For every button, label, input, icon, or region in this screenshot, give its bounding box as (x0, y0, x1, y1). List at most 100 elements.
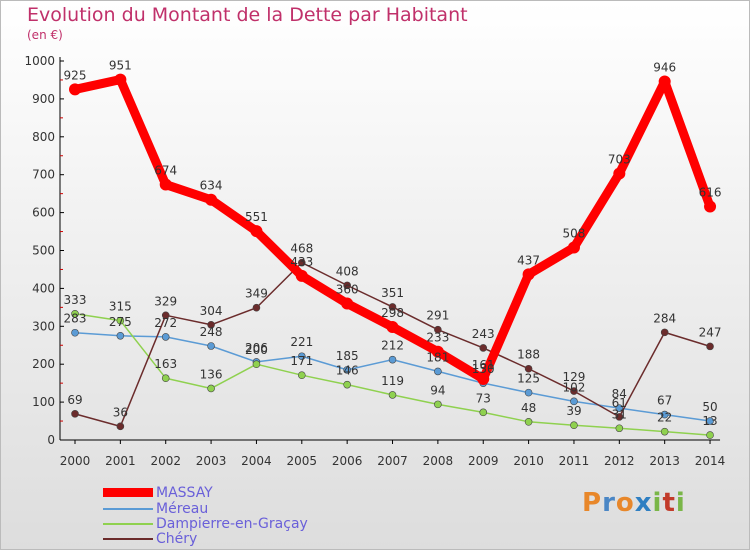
data-labels: 69 36 329 304 349 468 408 351 291 243 188 129 61 284 2… (64, 59, 722, 429)
y-tick-label: 500 (32, 244, 55, 258)
legend-item: MASSAY (103, 485, 213, 501)
data-point (434, 367, 442, 376)
data-point (116, 316, 125, 325)
data-point (116, 331, 125, 340)
data-label: 674 (154, 164, 177, 178)
data-label: 102 (563, 380, 586, 394)
data-point (343, 366, 351, 374)
y-tick-label: 1000 (24, 54, 55, 68)
y-tick-label: 200 (32, 357, 55, 371)
x-tick-label: 2003 (196, 454, 227, 468)
proxiti-logo: Proxiti (582, 488, 686, 518)
legend-swatch (103, 507, 153, 510)
x-tick-label: 2011 (559, 454, 590, 468)
data-point (207, 320, 215, 329)
data-label: 221 (290, 335, 313, 349)
x-tick-label: 2007 (377, 454, 408, 468)
data-point (658, 75, 671, 88)
data-label: 703 (608, 153, 631, 167)
data-label: 67 (657, 394, 672, 408)
data-label: 171 (290, 354, 313, 368)
data-label: 125 (517, 372, 540, 386)
data-label: 146 (336, 364, 359, 378)
data-point (615, 413, 624, 421)
data-label: 946 (653, 60, 676, 74)
data-label: 349 (245, 287, 268, 301)
data-label: 13 (702, 414, 717, 428)
series-points (69, 73, 717, 439)
logo-letter: x (634, 488, 653, 518)
logo-letter: r (602, 488, 616, 518)
data-label: 185 (336, 349, 359, 363)
data-label: 94 (430, 383, 445, 397)
x-tick-label: 2004 (241, 454, 272, 468)
x-tick-label: 2002 (150, 454, 181, 468)
legend-item: Dampierre-en-Graçay (103, 515, 308, 532)
data-point (567, 241, 580, 254)
data-label: 150 (472, 362, 495, 376)
data-point (252, 303, 261, 312)
data-point (706, 417, 714, 425)
data-point (570, 421, 578, 430)
data-point (71, 410, 79, 418)
legend-item: Méreau (103, 501, 208, 517)
data-point (660, 410, 669, 419)
data-point (297, 371, 306, 379)
logo-letter: i (675, 488, 686, 518)
data-label: 408 (336, 264, 359, 278)
legend-label: Dampierre-en-Graçay (156, 515, 308, 532)
data-point (570, 387, 578, 395)
data-point (69, 83, 81, 96)
data-label: 333 (64, 293, 87, 307)
data-point (704, 200, 717, 213)
x-tick-label: 2013 (649, 454, 680, 468)
data-point (615, 404, 624, 412)
data-point (431, 345, 444, 358)
data-label: 329 (154, 294, 177, 308)
x-tick-label: 2009 (468, 454, 499, 468)
data-label: 212 (381, 339, 404, 353)
y-tick-label: 100 (32, 395, 55, 409)
data-point (570, 397, 578, 406)
data-point (660, 328, 669, 337)
data-label: 200 (245, 343, 268, 357)
data-label: 163 (154, 357, 177, 371)
x-tick-label: 2000 (60, 454, 91, 468)
chart-subtitle: (en €) (27, 28, 63, 42)
legend-label: Chéry (156, 530, 198, 547)
data-label: 243 (472, 327, 495, 341)
data-label: 248 (200, 325, 223, 339)
data-label: 468 (290, 242, 313, 256)
data-point (297, 352, 306, 361)
data-point (159, 178, 172, 191)
data-label: 22 (657, 411, 672, 425)
data-point (161, 374, 170, 383)
data-point (479, 408, 488, 417)
logo-letter: o (615, 488, 635, 518)
x-tick-label: 2001 (105, 454, 136, 468)
data-label: 508 (563, 226, 586, 240)
x-tick-label: 2012 (604, 454, 635, 468)
data-label: 69 (67, 393, 82, 407)
y-tick-label: 800 (32, 130, 55, 144)
data-label: 283 (64, 312, 87, 326)
logo-letter: t (662, 488, 676, 518)
y-tick-label: 600 (32, 206, 55, 220)
data-point (207, 342, 215, 350)
x-tick-label: 2006 (332, 454, 363, 468)
data-label: 298 (381, 306, 404, 320)
data-point (434, 325, 442, 334)
data-label: 437 (517, 253, 540, 267)
data-label: 84 (612, 387, 627, 401)
data-point (161, 333, 170, 341)
data-point (524, 418, 533, 426)
chart-title: Evolution du Montant de la Dette par Hab… (27, 4, 468, 26)
data-point (388, 303, 397, 311)
data-point (477, 372, 490, 385)
data-label: 247 (699, 325, 722, 339)
y-tick-label: 700 (32, 168, 55, 182)
data-point (205, 193, 218, 206)
data-label: 351 (381, 286, 404, 300)
data-label: 304 (200, 304, 223, 318)
